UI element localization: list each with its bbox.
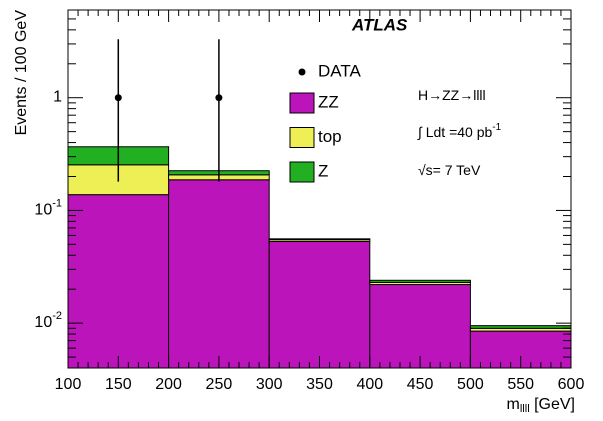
- x-tick-label: 250: [206, 376, 233, 393]
- histogram-bar: [168, 179, 270, 369]
- y-tick-label: 1: [53, 89, 62, 106]
- data-point: [114, 94, 122, 102]
- x-tick-label: 150: [105, 376, 132, 393]
- y-tick-base: 1: [53, 89, 62, 106]
- legend-swatch: [289, 161, 315, 183]
- y-tick-exponent: -2: [52, 310, 62, 322]
- legend-label: Z: [318, 161, 328, 180]
- histogram-bar: [369, 279, 471, 283]
- x-axis-label: mllll [GeV]: [507, 396, 575, 415]
- x-tick-label: 200: [155, 376, 182, 393]
- data-point: [215, 94, 223, 102]
- y-tick-base: 10: [34, 314, 52, 331]
- legend-marker: [298, 68, 306, 76]
- histogram-bar: [268, 238, 371, 241]
- legend-swatch: [289, 127, 315, 148]
- x-tick-label: 350: [306, 376, 333, 393]
- annotation: H→ZZ→llll: [418, 87, 486, 103]
- annotation-text: H→ZZ→llll: [418, 87, 486, 103]
- histogram-bar: [469, 325, 572, 329]
- annotation-sup: -1: [492, 122, 501, 133]
- x-label-main: m: [507, 396, 520, 413]
- annotation-text: √s= 7 TeV: [418, 162, 481, 178]
- x-tick-label: 400: [356, 376, 383, 393]
- experiment-label: ATLAS: [351, 15, 408, 34]
- x-tick-label: 450: [407, 376, 434, 393]
- legend-swatch: [289, 92, 315, 114]
- annotation: ∫ Ldt =40 pb-1: [417, 122, 502, 140]
- legend-label: top: [318, 127, 342, 146]
- histogram-bar: [369, 284, 471, 369]
- legend-label: DATA: [318, 61, 361, 80]
- x-tick-label: 100: [55, 376, 82, 393]
- y-tick-label: 10-2: [34, 310, 62, 331]
- x-label-sub: llll: [520, 403, 530, 415]
- annotation-text: ∫ Ldt =40 pb: [417, 124, 493, 140]
- histogram-bar: [67, 194, 170, 369]
- x-tick-label: 300: [256, 376, 283, 393]
- y-tick-base: 10: [34, 202, 52, 219]
- y-tick-label: 10-1: [34, 197, 62, 218]
- annotation: √s= 7 TeV: [418, 162, 481, 178]
- x-tick-label: 500: [457, 376, 484, 393]
- x-tick-label: 600: [558, 376, 585, 393]
- histogram-bar: [268, 241, 371, 369]
- y-tick-exponent: -1: [52, 197, 62, 209]
- y-axis-label: Events / 100 GeV: [13, 10, 30, 136]
- x-tick-label: 550: [507, 376, 534, 393]
- x-label-unit: [GeV]: [530, 396, 575, 413]
- legend-label: ZZ: [318, 92, 339, 111]
